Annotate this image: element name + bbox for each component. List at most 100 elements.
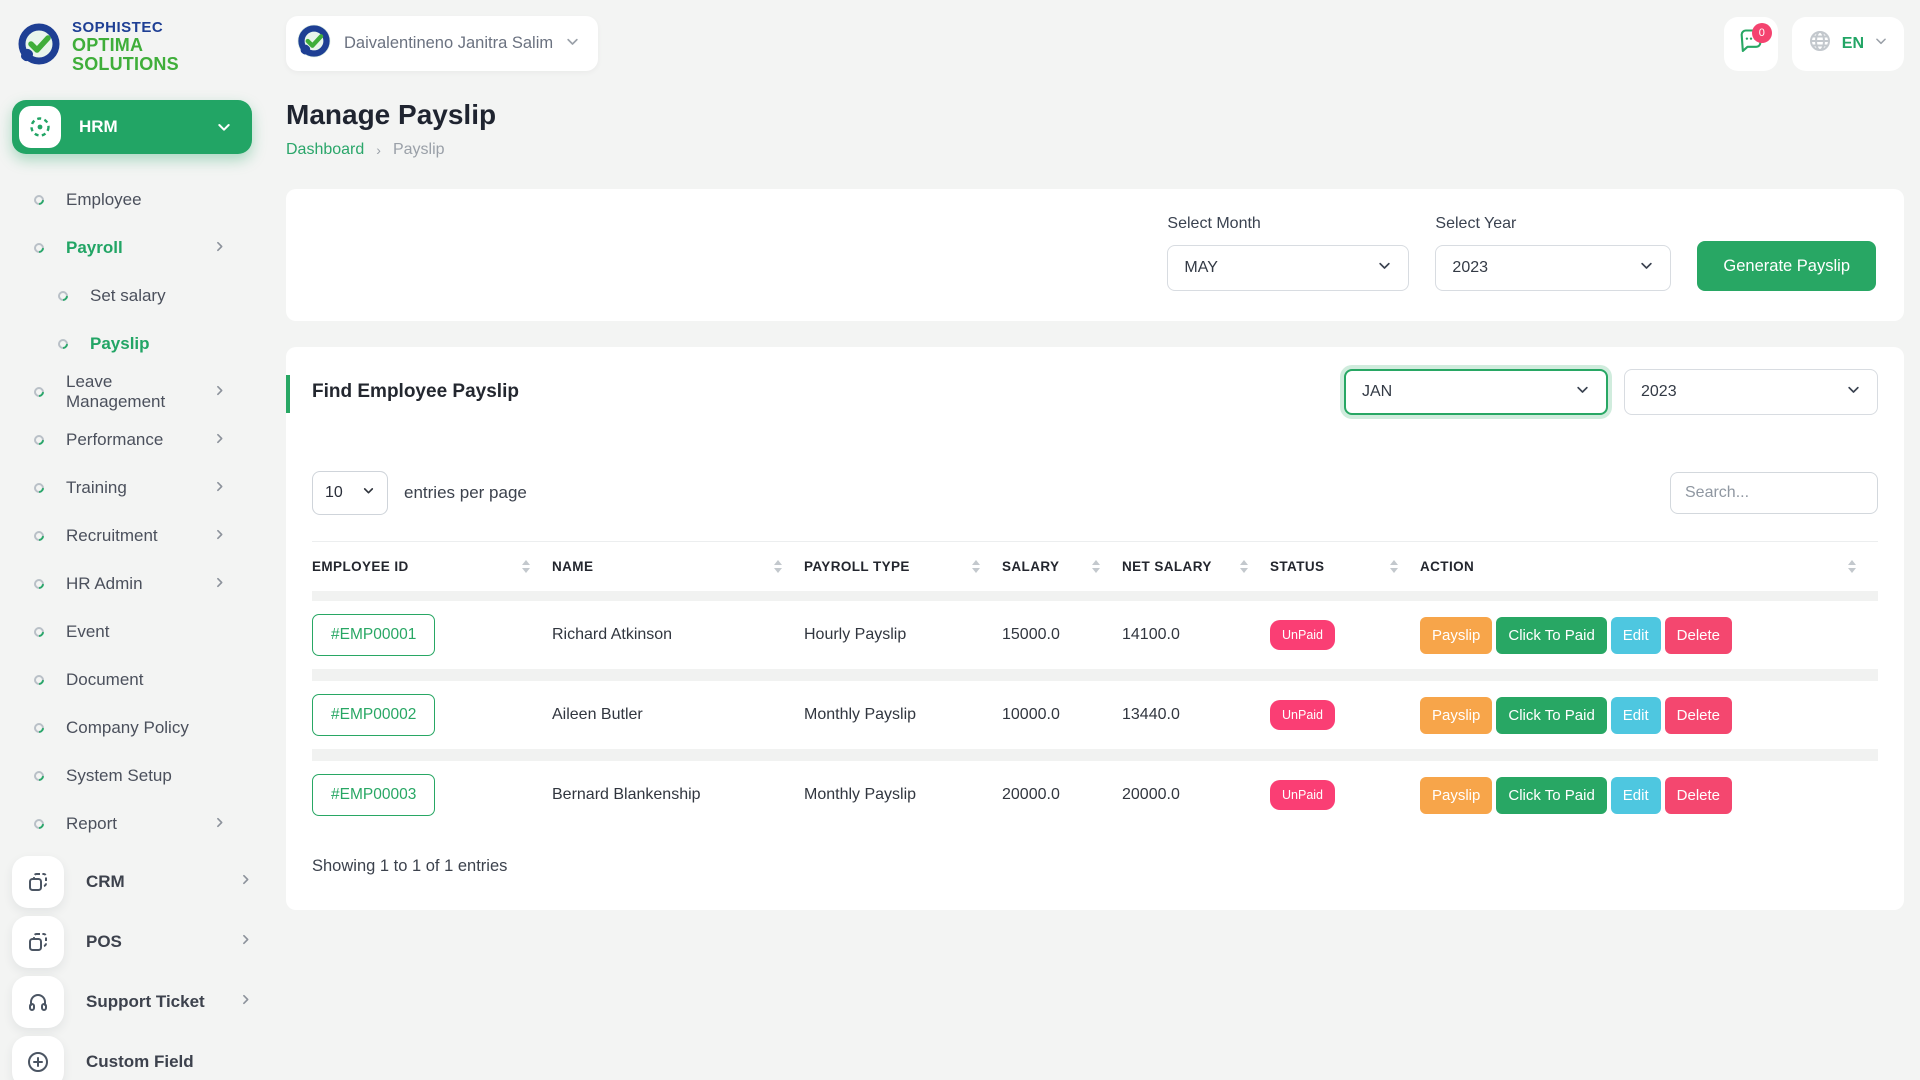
column-header-employee-id[interactable]: EMPLOYEE ID xyxy=(312,556,544,577)
payslip-button[interactable]: Payslip xyxy=(1420,616,1493,654)
chevron-right-icon xyxy=(239,993,252,1011)
generate-year-select[interactable]: 2023 xyxy=(1435,245,1672,291)
select-month-label: Select Month xyxy=(1167,215,1261,232)
edit-button[interactable]: Edit xyxy=(1610,776,1661,814)
column-header-payroll-type[interactable]: PAYROLL TYPE xyxy=(804,556,994,577)
breadcrumb-current: Payslip xyxy=(392,141,445,158)
topbar: Daivalentineno Janitra Salim 0 xyxy=(286,0,1904,71)
delete-button[interactable]: Delete xyxy=(1664,696,1733,734)
language-selector[interactable]: EN xyxy=(1791,16,1904,71)
employee-id-button[interactable]: #EMP00001 xyxy=(312,614,436,656)
chevron-right-icon xyxy=(239,873,252,891)
sidebar-module-hrm[interactable]: HRM xyxy=(12,99,252,154)
find-year-select[interactable]: 2023 xyxy=(1624,369,1878,415)
bullet-icon xyxy=(31,192,47,207)
sidebar-item-payslip[interactable]: Payslip xyxy=(12,320,252,368)
bullet-icon xyxy=(31,528,47,543)
payslip-button[interactable]: Payslip xyxy=(1420,696,1493,734)
sidebar-module-pos[interactable]: POS xyxy=(12,915,252,968)
click-to-paid-button[interactable]: Click To Paid xyxy=(1496,696,1607,734)
user-menu[interactable]: Daivalentineno Janitra Salim xyxy=(286,16,599,71)
chevron-right-icon xyxy=(213,526,226,546)
sidebar-module-crm[interactable]: CRM xyxy=(12,855,252,908)
edit-button[interactable]: Edit xyxy=(1610,696,1661,734)
sidebar-item-training[interactable]: Training xyxy=(12,464,252,512)
column-header-name[interactable]: NAME xyxy=(552,556,796,577)
employee-id-button[interactable]: #EMP00003 xyxy=(312,774,436,816)
messages-button[interactable]: 0 xyxy=(1723,16,1778,71)
breadcrumb: Dashboard › Payslip xyxy=(286,141,1904,159)
table-row: #EMP00003 Bernard Blankenship Monthly Pa… xyxy=(312,755,1878,829)
bullet-icon xyxy=(31,816,47,831)
delete-button[interactable]: Delete xyxy=(1664,776,1733,814)
employee-name: Bernard Blankenship xyxy=(552,755,804,829)
brand-logo[interactable]: SOPHISTEC OPTIMA SOLUTIONS xyxy=(12,14,252,74)
chevron-down-icon xyxy=(362,484,375,502)
employee-id-button[interactable]: #EMP00002 xyxy=(312,694,436,736)
table-header-row: EMPLOYEE ID NAME PAYROLL TYPE SALARY NET… xyxy=(312,541,1878,596)
bullet-icon xyxy=(31,480,47,495)
search-input[interactable] xyxy=(1670,472,1878,514)
bullet-icon xyxy=(31,768,47,783)
windows-stack-icon xyxy=(12,915,64,968)
entries-per-page-select[interactable]: 10 xyxy=(312,471,388,515)
sidebar-item-company-policy[interactable]: Company Policy xyxy=(12,704,252,752)
column-header-salary[interactable]: SALARY xyxy=(1002,556,1114,577)
sidebar-module-custom-field[interactable]: Custom Field xyxy=(12,1035,252,1080)
click-to-paid-button[interactable]: Click To Paid xyxy=(1496,616,1607,654)
chevron-down-icon xyxy=(1846,382,1861,402)
brand-name-top: SOPHISTEC xyxy=(72,19,164,36)
sidebar-item-recruitment[interactable]: Recruitment xyxy=(12,512,252,560)
chevron-right-icon xyxy=(213,238,226,258)
payslip-button[interactable]: Payslip xyxy=(1420,776,1493,814)
net-salary-value: 14100.0 xyxy=(1122,596,1270,675)
sidebar-item-performance[interactable]: Performance xyxy=(12,416,252,464)
edit-button[interactable]: Edit xyxy=(1610,616,1661,654)
sidebar-module-support-ticket[interactable]: Support Ticket xyxy=(12,975,252,1028)
status-badge: UnPaid xyxy=(1270,620,1335,650)
column-header-net-salary[interactable]: NET SALARY xyxy=(1122,556,1262,577)
net-salary-value: 20000.0 xyxy=(1122,755,1270,829)
column-header-status[interactable]: STATUS xyxy=(1270,556,1412,577)
breadcrumb-separator-icon: › xyxy=(376,142,381,158)
salary-value: 10000.0 xyxy=(1002,675,1122,755)
user-name: Daivalentineno Janitra Salim xyxy=(344,34,554,52)
sidebar-item-hr-admin[interactable]: HR Admin xyxy=(12,560,252,608)
delete-button[interactable]: Delete xyxy=(1664,616,1733,654)
column-header-action[interactable]: ACTION xyxy=(1420,556,1870,577)
sidebar-item-leave-management[interactable]: Leave Management xyxy=(12,368,252,416)
employee-name: Richard Atkinson xyxy=(552,596,804,675)
sidebar-item-event[interactable]: Event xyxy=(12,608,252,656)
payroll-type: Monthly Payslip xyxy=(804,755,1002,829)
generate-month-select[interactable]: MAY xyxy=(1167,245,1410,291)
sidebar-menu: Employee Payroll Set salary Payslip Leav… xyxy=(12,176,252,1080)
language-code: EN xyxy=(1841,34,1864,52)
sort-icon xyxy=(1848,556,1856,577)
sidebar-item-document[interactable]: Document xyxy=(12,656,252,704)
chevron-down-icon xyxy=(1874,34,1888,53)
sort-icon xyxy=(774,556,782,577)
main-content: Daivalentineno Janitra Salim 0 xyxy=(262,0,1920,1080)
headphones-icon xyxy=(12,975,64,1028)
sidebar-item-system-setup[interactable]: System Setup xyxy=(12,752,252,800)
breadcrumb-dashboard-link[interactable]: Dashboard xyxy=(286,141,365,158)
sidebar: SOPHISTEC OPTIMA SOLUTIONS HRM Employee xyxy=(0,0,262,1080)
page-title: Manage Payslip xyxy=(286,99,497,130)
sidebar-item-employee[interactable]: Employee xyxy=(12,176,252,224)
payroll-type: Monthly Payslip xyxy=(804,675,1002,755)
generate-payslip-button[interactable]: Generate Payslip xyxy=(1697,241,1876,291)
sort-icon xyxy=(972,556,980,577)
accent-bar xyxy=(286,375,290,413)
generate-payslip-panel: Select Month MAY Select Year 2023 Gener xyxy=(286,189,1904,321)
sort-icon xyxy=(1390,556,1398,577)
bullet-icon xyxy=(31,720,47,735)
sidebar-item-set-salary[interactable]: Set salary xyxy=(12,272,252,320)
table-row: #EMP00001 Richard Atkinson Hourly Paysli… xyxy=(312,596,1878,675)
salary-value: 15000.0 xyxy=(1002,596,1122,675)
sidebar-item-payroll[interactable]: Payroll xyxy=(12,224,252,272)
chevron-down-icon xyxy=(1639,258,1654,278)
click-to-paid-button[interactable]: Click To Paid xyxy=(1496,776,1607,814)
bullet-icon xyxy=(31,384,47,399)
find-month-select[interactable]: JAN xyxy=(1344,369,1608,415)
sidebar-item-report[interactable]: Report xyxy=(12,800,252,848)
